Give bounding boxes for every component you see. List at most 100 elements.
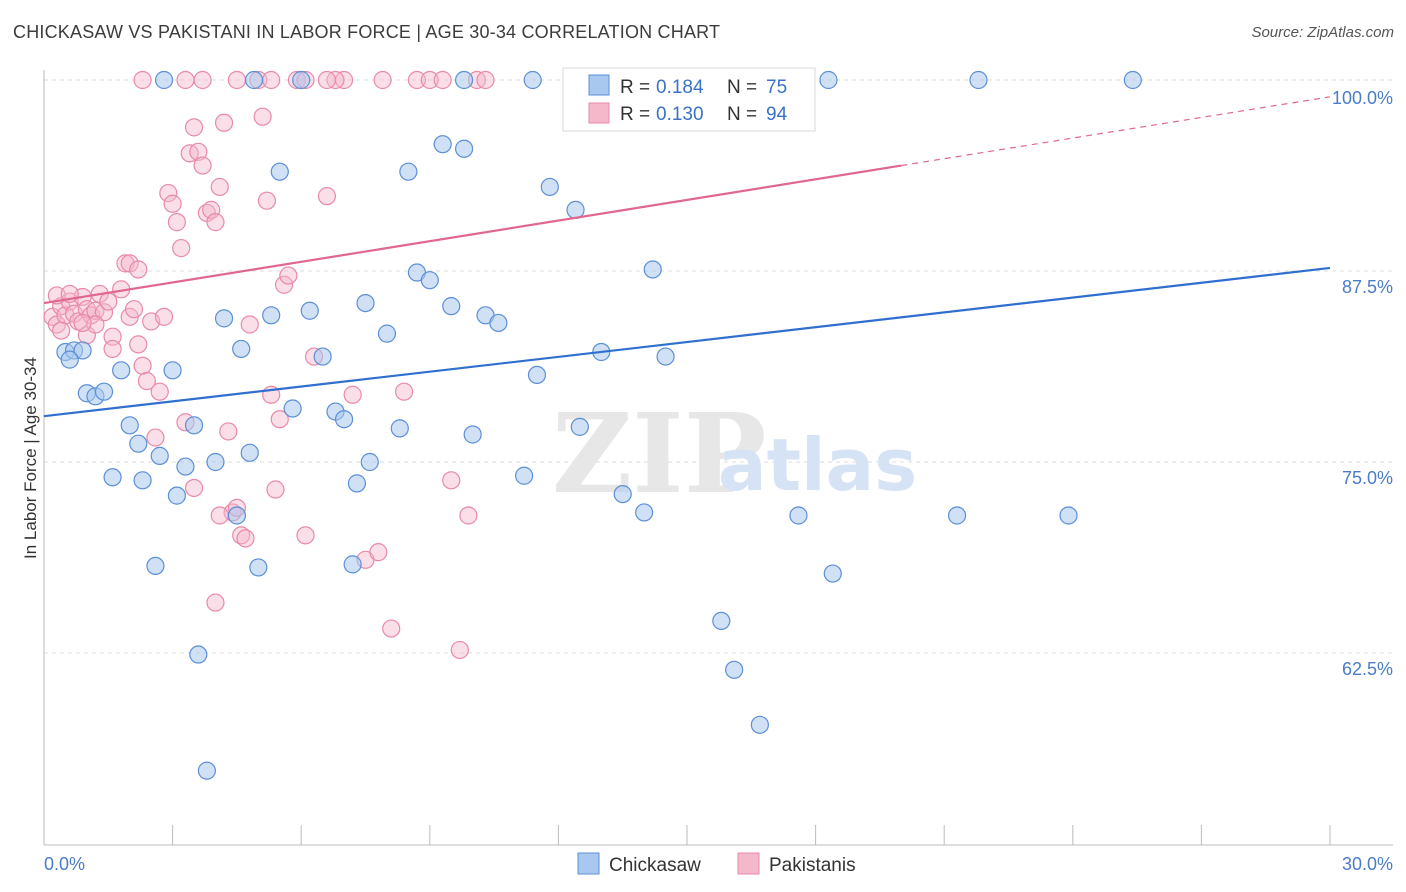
axes — [43, 70, 1393, 846]
chickasaw-point — [227, 506, 246, 525]
legend-r-value-chickasaw: 0.184 — [656, 77, 704, 98]
pakistanis-point — [206, 213, 225, 232]
pakistanis-point — [253, 107, 272, 126]
legend-swatch-pakistanis — [588, 102, 610, 124]
bottom-legend-swatch-chickasaw — [577, 852, 600, 875]
chickasaw-point — [163, 361, 182, 380]
pakistanis-point — [317, 70, 337, 90]
chickasaw-point — [270, 162, 289, 181]
pakistanis-point — [133, 70, 152, 90]
pakistanis-point — [219, 422, 238, 441]
chickasaw-point — [347, 474, 367, 493]
pakistanis-point — [184, 118, 204, 137]
watermark: ZIP atlas — [552, 389, 917, 518]
bottom-legend: Chickasaw Pakistanis — [577, 852, 856, 876]
chickasaw-point — [146, 556, 165, 576]
chickasaw-point — [60, 350, 79, 369]
chickasaw-point — [334, 410, 354, 429]
x-tick-label: 0.0% — [44, 854, 85, 874]
chickasaw-point — [232, 339, 251, 359]
chickasaw-point — [454, 139, 474, 158]
pakistanis-point — [266, 480, 285, 499]
chickasaw-point — [262, 306, 281, 325]
legend-r-label-pakistanis: R = — [620, 104, 650, 125]
chickasaw-point — [515, 466, 534, 485]
chickasaw-point — [1059, 506, 1078, 525]
chickasaw-point — [399, 162, 418, 181]
chickasaw-point — [94, 382, 114, 401]
chickasaw-point — [244, 70, 264, 90]
chickasaw-point — [613, 484, 632, 504]
gridlines — [44, 79, 1393, 654]
chickasaw-point — [184, 416, 204, 435]
chickasaw-point — [176, 457, 195, 476]
chickasaw-point — [129, 434, 148, 453]
chickasaw-point — [73, 341, 92, 360]
pakistanis-point — [433, 70, 452, 90]
pakistanis-point — [103, 339, 122, 359]
chickasaw-point — [463, 425, 482, 444]
y-axis-label: In Labor Force | Age 30-34 — [21, 357, 40, 559]
y-tick-label: 75.0% — [1342, 468, 1393, 488]
pakistanis-point — [172, 238, 191, 258]
pakistanis-point — [210, 506, 229, 525]
pakistanis-point — [73, 313, 92, 333]
pakistanis-point — [459, 506, 478, 525]
chickasaw-point — [420, 271, 439, 290]
chickasaw-point — [154, 70, 174, 90]
chickasaw-point — [197, 761, 216, 780]
pakistanis-point — [382, 619, 401, 638]
pakistanis-point — [296, 526, 315, 545]
pakistanis-point — [476, 70, 495, 90]
chickasaw-point — [635, 503, 654, 522]
chart-title: CHICKASAW VS PAKISTANI IN LABOR FORCE | … — [13, 22, 721, 42]
chickasaw-point — [454, 70, 474, 90]
pakistanis-point — [52, 321, 71, 340]
chickasaw-point — [249, 558, 268, 577]
legend: R = 0.184 N = 75 R = 0.130 N = 94 — [562, 67, 816, 132]
legend-swatch-chickasaw — [588, 74, 610, 96]
watermark-zip: ZIP — [552, 389, 766, 518]
pakistanis-point — [129, 335, 148, 354]
pakistanis-point — [270, 410, 289, 429]
pakistanis-trendline — [43, 164, 902, 305]
pakistanis-point — [407, 70, 427, 90]
bottom-legend-label-pakistanis: Pakistanis — [769, 855, 856, 876]
chickasaw-point — [789, 506, 808, 525]
chickasaw-point — [656, 347, 675, 366]
chickasaw-point — [313, 347, 332, 366]
legend-r-label-chickasaw: R = — [620, 77, 650, 98]
legend-n-label-chickasaw: N = — [727, 77, 757, 98]
pakistanis-point — [210, 177, 229, 197]
chickasaw-point — [150, 446, 169, 465]
y-tick-label: 87.5% — [1342, 277, 1393, 297]
chickasaw-point — [442, 297, 461, 316]
pakistanis-point — [343, 385, 362, 404]
chickasaw-trendline — [43, 266, 1331, 418]
pakistanis-point — [317, 187, 337, 206]
legend-n-value-pakistanis: 94 — [766, 104, 788, 125]
pakistanis-trendline-extension — [901, 96, 1331, 167]
chickasaw-point — [712, 611, 731, 631]
x-ticks — [43, 825, 1331, 845]
chickasaw-point — [489, 313, 508, 333]
chickasaw-point — [120, 416, 139, 435]
chickasaw-point — [523, 70, 542, 90]
pakistanis-point — [236, 529, 255, 548]
pakistanis-point — [129, 260, 148, 279]
chickasaw-point — [823, 564, 842, 583]
chickasaw-point — [283, 399, 302, 418]
legend-n-value-chickasaw: 75 — [766, 77, 787, 98]
chickasaw-point — [969, 70, 988, 90]
chickasaw-point — [433, 135, 452, 154]
pakistanis-point — [124, 300, 144, 319]
pakistanis-point — [99, 292, 118, 311]
pakistanis-point — [420, 70, 439, 90]
pakistanis-point — [369, 543, 388, 562]
chickasaw-point — [725, 660, 744, 679]
chickasaw-point — [1123, 70, 1142, 90]
pakistanis-point — [193, 156, 212, 175]
chickasaw-point — [819, 70, 838, 90]
chickasaw-point — [167, 486, 186, 505]
